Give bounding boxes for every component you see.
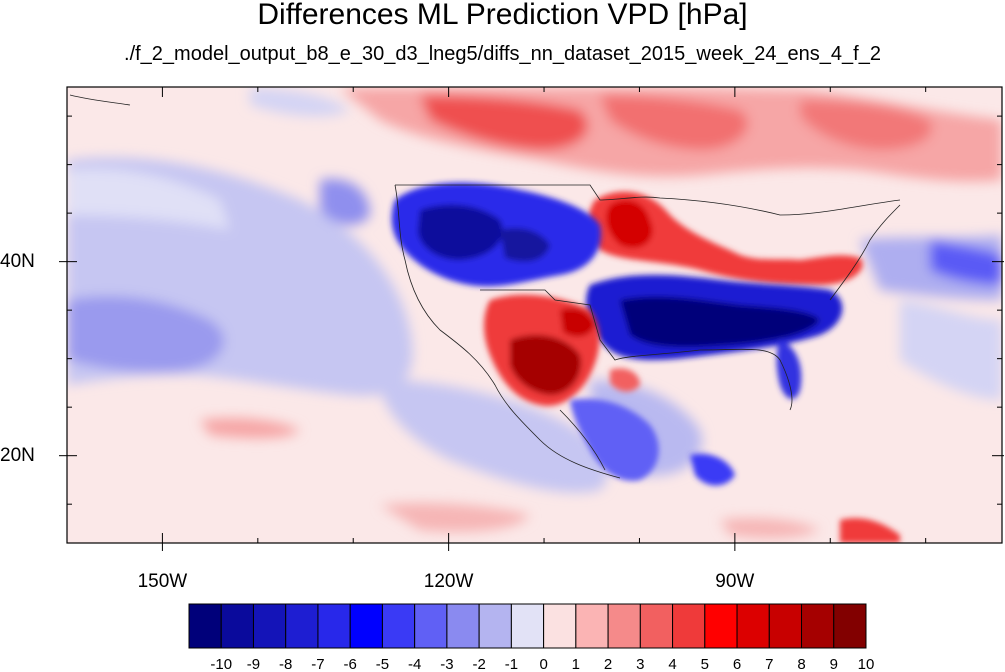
colorbar-box (349, 603, 383, 649)
map-field (67, 87, 1002, 543)
colorbar-label: 6 (733, 656, 741, 672)
colorbar-box (414, 603, 448, 649)
colorbar-boxes (188, 603, 867, 649)
colorbar-label: 7 (765, 656, 773, 672)
colorbar-box (833, 603, 867, 649)
colorbar-label: -1 (505, 656, 518, 672)
vpd-difference-map (59, 86, 1004, 551)
map-frame (66, 86, 1003, 544)
colorbar-box (801, 603, 835, 649)
colorbar-label: 0 (539, 656, 547, 672)
colorbar-box (510, 603, 545, 649)
colorbar-label: -3 (440, 656, 453, 672)
lon-tick-label: 150W (137, 571, 188, 592)
colorbar-box (704, 603, 738, 649)
lon-tick-label: 90W (715, 571, 755, 592)
colorbar-label: 4 (668, 656, 676, 672)
colorbar-box (607, 603, 641, 649)
coastlines (69, 94, 901, 479)
colorbar-label: 10 (858, 656, 875, 672)
colorbar-box (188, 603, 222, 649)
colorbar-box (478, 603, 512, 649)
colorbar-box (285, 603, 319, 649)
colorbar-label: -7 (311, 656, 324, 672)
colorbar-label: 1 (572, 656, 580, 672)
colorbar-label: -2 (472, 656, 485, 672)
colorbar-box (317, 603, 351, 649)
colorbar-label: -9 (247, 656, 260, 672)
colorbar-box (220, 603, 254, 649)
colorbar-label: -4 (408, 656, 421, 672)
colorbar-label: 9 (830, 656, 838, 672)
colorbar-label: -10 (210, 656, 232, 672)
lat-tick-label: 40N (0, 250, 35, 272)
colorbar-box (543, 603, 577, 649)
colorbar-box (639, 603, 674, 649)
colorbar-box (446, 603, 480, 649)
colorbar-label: 2 (604, 656, 612, 672)
colorbar-label: 8 (797, 656, 805, 672)
colorbar-label: -6 (344, 656, 357, 672)
map-title: Differences ML Prediction VPD [hPa] (257, 0, 748, 31)
colorbar-box (672, 603, 706, 649)
colorbar-label: 3 (636, 656, 644, 672)
colorbar-box (381, 603, 416, 649)
lon-tick-label: 120W (423, 571, 474, 592)
lat-tick-label: 20N (0, 444, 35, 466)
colorbar-label: 5 (701, 656, 709, 672)
axis-ticks (59, 87, 1004, 551)
colorbar-labels: -10 -9 -8 -7 -6 -5 -4 -3 -2 -1 0 1 2 3 4 5 6 7 8 9 10 (210, 656, 874, 672)
colorbar-label: -5 (376, 656, 389, 672)
map-subtitle: ./f_2_model_output_b8_e_30_d3_lneg5/diff… (124, 43, 881, 65)
colorbar-box (768, 603, 803, 649)
colorbar-label: -8 (279, 656, 292, 672)
colorbar-box (736, 603, 770, 649)
colorbar-box (252, 603, 287, 649)
colorbar-box (575, 603, 609, 649)
